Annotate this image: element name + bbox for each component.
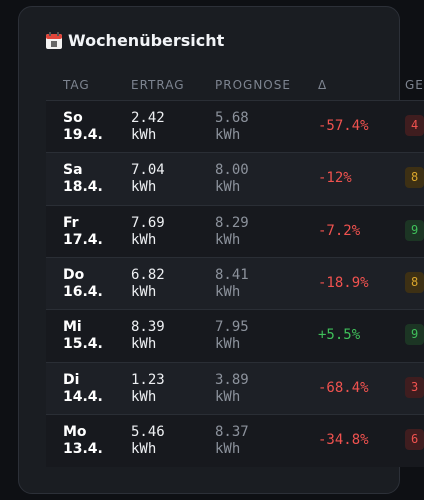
yield-cell: 7.69 kWh: [131, 214, 165, 248]
forecast-cell: 8.41 kWh: [215, 266, 249, 300]
column-header: Δ: [318, 78, 328, 92]
table-row: Fr 17.4. 7.69 kWh 8.29 kWh -7.2% 9: [46, 204, 424, 258]
yield-cell: 7.04 kWh: [131, 162, 165, 196]
day-cell: Sa 18.4.: [63, 162, 103, 196]
day-cell: Fr 17.4.: [63, 214, 103, 248]
yield-cell: 6.82 kWh: [131, 266, 165, 300]
day-cell: Do 16.4.: [63, 266, 103, 300]
delta-cell: -57.4%: [318, 118, 369, 134]
forecast-cell: 8.00 kWh: [215, 162, 249, 196]
day-cell: Di 14.4.: [63, 371, 103, 405]
rating-badge: 6: [405, 428, 424, 450]
day-cell: Mo 13.4.: [63, 423, 103, 457]
yield-cell: 8.39 kWh: [131, 319, 165, 353]
day-cell: Mi 15.4.: [63, 319, 103, 353]
column-header: GE: [405, 78, 424, 92]
column-header: ERTRAG: [131, 78, 185, 92]
table-row: Mi 15.4. 8.39 kWh 7.95 kWh +5.5% 9: [46, 309, 424, 363]
rating-badge: 4: [405, 115, 424, 136]
table-row: Mo 13.4. 5.46 kWh 8.37 kWh -34.8% 6: [46, 413, 424, 467]
forecast-cell: 8.29 kWh: [215, 214, 249, 248]
rating-badge: 9: [405, 219, 424, 241]
column-header: PROGNOSE: [215, 78, 291, 92]
yield-cell: 2.42 kWh: [131, 110, 165, 143]
calendar-icon: [46, 32, 62, 49]
rating-badge: 8: [405, 167, 424, 189]
delta-cell: -7.2%: [318, 222, 361, 239]
column-header: TAG: [63, 78, 90, 92]
forecast-cell: 3.89 kWh: [215, 371, 249, 405]
table-row: Do 16.4. 6.82 kWh 8.41 kWh -18.9% 8: [46, 256, 424, 310]
delta-cell: +5.5%: [318, 327, 361, 344]
delta-cell: -18.9%: [318, 274, 369, 291]
rating-badge: 3: [405, 376, 424, 398]
rating-badge: 9: [405, 324, 424, 346]
day-cell: So 19.4.: [63, 110, 103, 143]
title: Wochenübersicht: [68, 31, 225, 50]
yield-cell: 5.46 kWh: [131, 423, 165, 457]
delta-cell: -68.4%: [318, 379, 369, 396]
forecast-cell: 7.95 kWh: [215, 319, 249, 353]
table-row: Sa 18.4. 7.04 kWh 8.00 kWh -12% 8: [46, 152, 424, 206]
yield-cell: 1.23 kWh: [131, 371, 165, 405]
forecast-cell: 5.68 kWh: [215, 110, 249, 143]
rating-badge: 8: [405, 271, 424, 293]
delta-cell: -34.8%: [318, 431, 369, 448]
delta-cell: -12%: [318, 170, 352, 187]
table-row: Di 14.4. 1.23 kWh 3.89 kWh -68.4% 3: [46, 361, 424, 415]
forecast-cell: 8.37 kWh: [215, 423, 249, 457]
table-row: So 19.4. 2.42 kWh 5.68 kWh -57.4% 4: [46, 100, 424, 153]
table: TAG ERTRAG PROGNOSE Δ GE So 19.4. 2.42 kWh 5.68…: [46, 70, 424, 470]
